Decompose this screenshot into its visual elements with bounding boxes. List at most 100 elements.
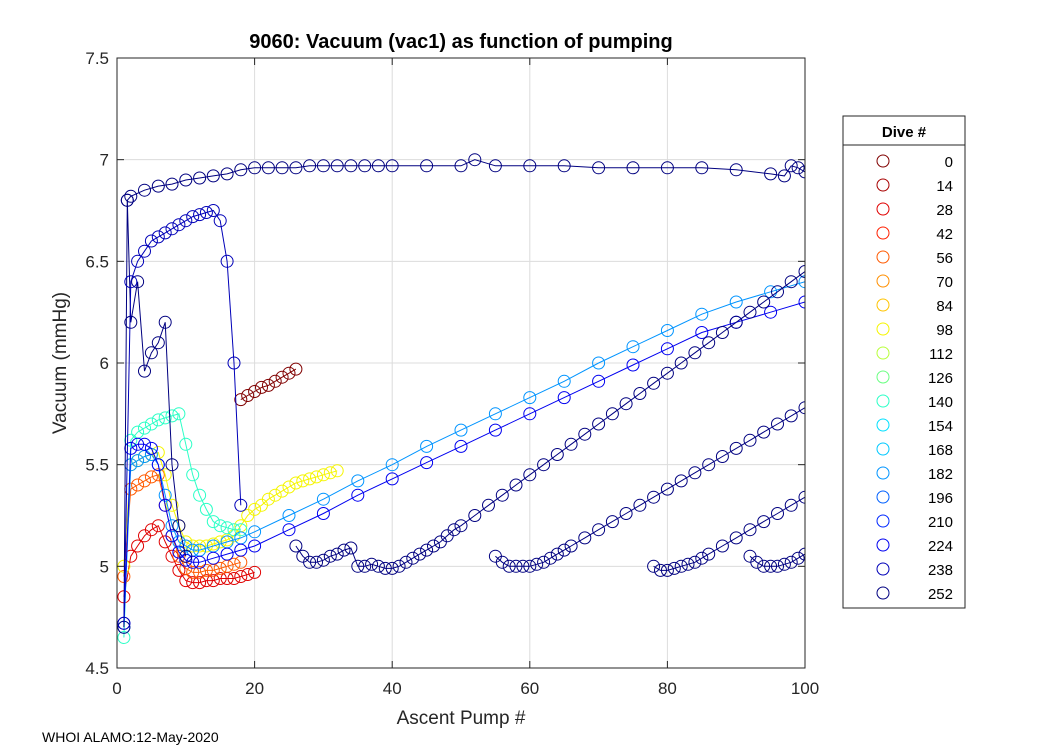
data-point (206, 515, 220, 529)
data-point (729, 163, 743, 177)
data-point (454, 423, 468, 437)
data-point (784, 159, 798, 173)
data-point (255, 380, 268, 394)
series-layer (117, 153, 805, 644)
data-point (172, 519, 186, 533)
data-point (138, 421, 151, 435)
data-point (406, 551, 420, 565)
legend-label: 168 (928, 442, 953, 459)
data-point (488, 407, 502, 421)
data-point (158, 315, 172, 329)
data-point (674, 356, 688, 370)
data-point (144, 417, 158, 431)
data-point (509, 559, 523, 573)
data-point (227, 356, 241, 370)
data-point (193, 565, 207, 579)
data-point (784, 555, 798, 569)
data-point (488, 423, 502, 437)
legend-title: Dive # (882, 124, 927, 141)
data-point (151, 230, 165, 244)
data-point (220, 547, 234, 561)
legend-label: 42 (936, 226, 953, 243)
legend-marker (876, 442, 890, 456)
data-point (220, 521, 234, 535)
data-point (757, 425, 771, 439)
legend-marker (876, 394, 890, 408)
data-point (550, 448, 564, 461)
data-point (151, 458, 165, 472)
data-point (158, 488, 172, 502)
legend-marker (876, 298, 890, 312)
data-point (289, 476, 303, 490)
data-point (468, 509, 482, 522)
data-point (447, 523, 461, 537)
legend-marker (876, 202, 890, 216)
data-point (193, 576, 207, 590)
data-point (199, 574, 213, 588)
data-point (193, 488, 207, 502)
y-tick-label: 5.5 (85, 456, 109, 475)
legend-items: 0 14 28 42 56 70 84 98 112 126 140 154 168 182 196 210 2… (876, 154, 953, 603)
legend-marker (876, 178, 890, 192)
data-point (193, 208, 207, 222)
data-point (165, 498, 179, 512)
data-point (303, 472, 317, 486)
data-point (131, 275, 145, 289)
data-point (784, 498, 798, 512)
data-point (764, 285, 778, 299)
data-point (654, 563, 667, 577)
data-point (193, 171, 207, 185)
data-point (626, 358, 640, 372)
data-point (523, 407, 537, 421)
data-point (592, 161, 606, 175)
data-point (248, 161, 262, 175)
data-point (660, 482, 674, 496)
data-point (420, 456, 434, 470)
data-point (660, 563, 674, 577)
series-252-drop-a (120, 193, 193, 563)
data-point (248, 565, 262, 579)
data-point (537, 458, 551, 472)
data-point (523, 468, 537, 482)
data-point (151, 413, 165, 427)
y-tick-label: 6.5 (85, 252, 109, 271)
data-point (186, 565, 200, 579)
data-point (261, 161, 275, 175)
data-point (660, 161, 674, 175)
data-point (124, 441, 138, 455)
data-point (344, 541, 358, 555)
data-point (592, 356, 606, 370)
data-point (131, 478, 145, 492)
data-point (227, 557, 241, 571)
data-point (179, 214, 193, 228)
data-point (234, 523, 248, 537)
data-point (193, 555, 207, 569)
legend-entry: 182 (876, 466, 953, 483)
data-point (667, 561, 681, 575)
data-point (316, 492, 330, 506)
data-point (729, 315, 743, 329)
data-point (165, 177, 179, 191)
legend-label: 224 (928, 538, 953, 555)
data-point (151, 519, 165, 533)
legend-entry: 84 (876, 298, 953, 315)
data-point (234, 543, 248, 557)
data-point (213, 519, 227, 533)
data-point (777, 169, 791, 183)
data-point (261, 378, 275, 392)
data-point (206, 169, 220, 183)
data-point (131, 254, 145, 268)
data-point (282, 480, 296, 494)
data-point (729, 295, 743, 309)
legend-label: 112 (929, 346, 953, 363)
data-point (495, 555, 509, 569)
series-252-drop-c (488, 401, 805, 573)
data-point (757, 295, 771, 309)
data-point (502, 559, 516, 573)
data-point (695, 307, 709, 321)
y-axis-label: Vacuum (mmHg) (50, 292, 71, 434)
data-point (592, 417, 606, 431)
x-tick-label: 80 (658, 679, 677, 698)
legend-label: 84 (936, 298, 953, 315)
